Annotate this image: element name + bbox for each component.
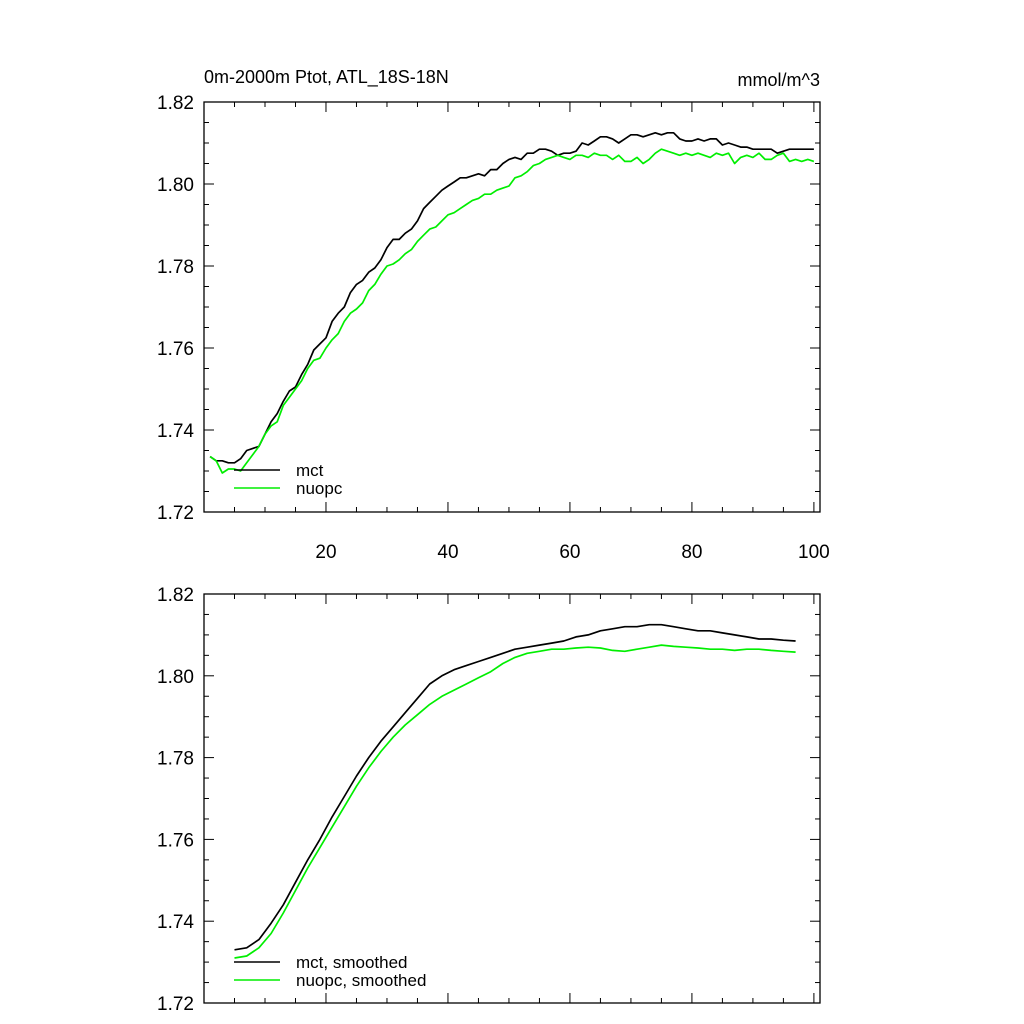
x-tick-label: 20 <box>315 542 336 563</box>
legend-label-nuopc-smoothed: nuopc, smoothed <box>296 971 426 990</box>
plot-frame-top <box>203 101 821 513</box>
legend-top: mct nuopc <box>234 461 343 498</box>
y-tick-label: 1.76 <box>157 339 194 360</box>
series-line-nuopc <box>209 148 815 474</box>
x-tick-label: 40 <box>437 542 458 563</box>
chart-title: 0m-2000m Ptot, ATL_18S-18N <box>204 67 449 88</box>
y-tick-label: 1.74 <box>157 912 194 933</box>
y-tick-label: 1.80 <box>157 667 194 688</box>
units-label: mmol/m^3 <box>738 70 820 90</box>
y-tick-label: 1.72 <box>157 994 194 1015</box>
y-tick-label: 1.78 <box>157 749 194 770</box>
series-line-mct-smoothed <box>234 623 796 951</box>
y-tick-label: 1.80 <box>157 175 194 196</box>
y-tick-label: 1.72 <box>157 503 194 524</box>
x-tick-label: 60 <box>559 542 580 563</box>
y-tick-label: 1.78 <box>157 257 194 278</box>
x-tick-label: 80 <box>681 542 702 563</box>
legend-label-mct: mct <box>296 461 324 480</box>
top-panel: 0m-2000m Ptot, ATL_18S-18N mmol/m^3 1.72… <box>157 67 830 563</box>
x-tick-label: 100 <box>798 542 830 563</box>
y-tick-label: 1.82 <box>157 93 194 114</box>
y-tick-label: 1.82 <box>157 585 194 606</box>
series-line-nuopc-smoothed <box>234 644 796 959</box>
y-tick-label: 1.74 <box>157 421 194 442</box>
y-tick-label: 1.76 <box>157 830 194 851</box>
legend-bottom: mct, smoothed nuopc, smoothed <box>234 953 426 990</box>
legend-label-nuopc: nuopc <box>296 479 343 498</box>
legend-label-mct-smoothed: mct, smoothed <box>296 953 408 972</box>
bottom-panel: 1.72 1.74 1.76 1.78 1.80 1.82 mct, smoothed n… <box>157 585 821 1015</box>
plot-frame-bottom <box>203 593 821 1004</box>
series-line-mct <box>209 131 814 464</box>
